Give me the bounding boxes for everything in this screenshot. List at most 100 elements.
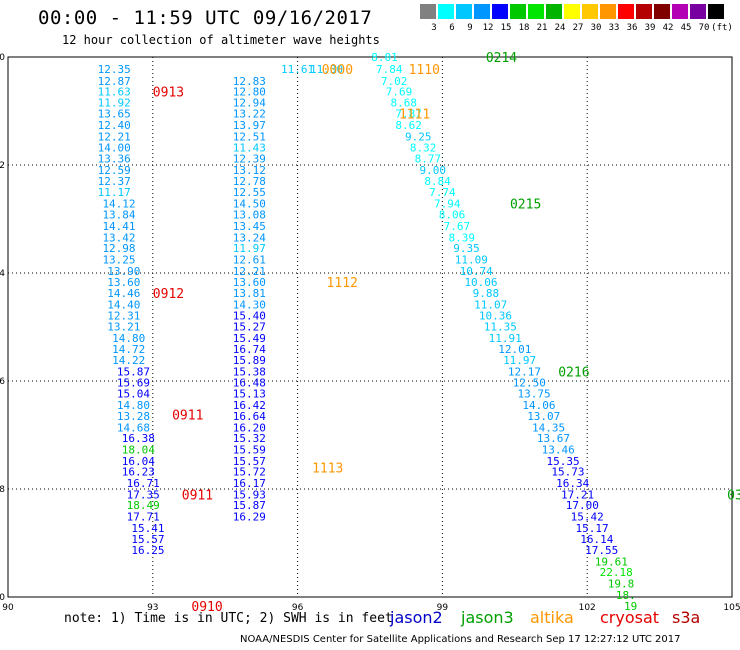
scale-tick-label: 45	[680, 23, 692, 33]
swh-value: 15.87	[117, 365, 150, 378]
swh-value: 14.35	[532, 421, 565, 434]
y-tick-label: -34	[0, 269, 5, 279]
swh-value: 12.80	[233, 86, 266, 99]
swh-value: 13.46	[542, 444, 575, 457]
pass-time-label: 0911	[172, 408, 203, 423]
swh-value: 12.78	[233, 175, 266, 188]
swh-value: 15.59	[233, 444, 266, 457]
scale-tick-label: 12	[482, 23, 494, 33]
legend-jason2: jason2	[390, 608, 443, 627]
legend-jason3: jason3	[461, 608, 514, 627]
swh-value: 12.21	[98, 130, 131, 143]
swh-value: 7.02	[381, 75, 408, 88]
swh-value: 17.55	[585, 544, 618, 557]
swh-value: 16.25	[131, 544, 164, 557]
swh-value: 13.36	[98, 153, 131, 166]
swh-value: 10.36	[479, 310, 512, 323]
swh-value: 15.87	[233, 499, 266, 512]
pass-time-label: 1110	[409, 63, 440, 78]
scale-tick-label: 33	[608, 23, 620, 33]
swh-value: 7.74	[429, 186, 456, 199]
swh-value: 15.13	[233, 387, 266, 400]
x-tick-label: 102	[579, 603, 596, 613]
plot-frame	[7, 56, 733, 598]
y-tick-label: -36	[0, 377, 5, 387]
swh-value: 10.06	[464, 276, 497, 289]
swh-value: 16.29	[233, 511, 266, 524]
swh-value: 13.45	[233, 220, 266, 233]
scale-tick-label: 24	[554, 23, 566, 33]
scale-swatch	[708, 4, 724, 19]
swh-value: 11.97	[233, 242, 266, 255]
swh-value: 9.88	[473, 287, 500, 300]
swh-value: 16.71	[127, 477, 160, 490]
swh-value: 12.31	[107, 310, 140, 323]
swh-value: 19	[624, 600, 637, 613]
swh-value: 12.21	[233, 265, 266, 278]
swh-value: 16.17	[233, 477, 266, 490]
swh-value: 8.77	[415, 153, 442, 166]
swh-value: 16.64	[233, 410, 266, 423]
x-tick-label: 96	[292, 603, 304, 613]
swh-value: 9.00	[419, 164, 446, 177]
swh-value: 19.8	[608, 578, 635, 591]
swh-value: 7.69	[386, 86, 413, 99]
swh-value: 8.62	[395, 119, 422, 132]
y-tick-label: -38	[0, 485, 5, 495]
swh-value: 11.30	[310, 63, 343, 76]
swh-value: 12.87	[98, 75, 131, 88]
swh-value: 22.18	[600, 566, 633, 579]
scale-swatch	[528, 4, 544, 19]
swh-value: 19.61	[595, 555, 628, 568]
swh-value: 15.04	[117, 387, 150, 400]
scale-swatch	[600, 4, 616, 19]
swh-value: 15.72	[233, 466, 266, 479]
swh-value: 12.94	[233, 96, 266, 109]
scale-swatch	[492, 4, 508, 19]
scale-swatch	[654, 4, 670, 19]
swh-value: 11.35	[484, 320, 517, 333]
swh-value: 12.51	[233, 130, 266, 143]
y-tick-label: -30	[0, 53, 5, 63]
x-tick-label: 90	[2, 603, 14, 613]
swh-value: 15.17	[575, 522, 608, 535]
swh-value: 11.91	[489, 332, 522, 345]
scale-swatch	[546, 4, 562, 19]
swh-value: 15.89	[233, 354, 266, 367]
scale-tick-label: 30	[590, 23, 602, 33]
swh-value: 14.50	[233, 197, 266, 210]
pass-time-label: 0215	[510, 197, 541, 212]
swh-value: 13.28	[117, 410, 150, 423]
pass-time-label: 0912	[153, 287, 184, 302]
swh-value: 12.61	[233, 254, 266, 267]
swh-value: 13.07	[527, 410, 560, 423]
swh-value: 14.80	[112, 332, 145, 345]
scale-swatch	[582, 4, 598, 19]
swh-value: 12.39	[233, 153, 266, 166]
scale-tick-label: 27	[572, 23, 584, 33]
x-tick-label: 105	[723, 603, 740, 613]
swh-value: 14.30	[233, 298, 266, 311]
y-tick-label: -40	[0, 593, 5, 603]
scale-swatch	[564, 4, 580, 19]
swh-value: 13.75	[518, 387, 551, 400]
swh-value: 7.67	[444, 220, 471, 233]
swh-value: 8.01	[371, 51, 398, 64]
swh-value: 11.97	[503, 354, 536, 367]
swh-value: 16.48	[233, 377, 266, 390]
legend-s3a: s3a	[672, 608, 701, 627]
scale-swatch	[474, 4, 490, 19]
scale-tick-label: 9	[467, 23, 473, 33]
swh-value: 16.20	[233, 421, 266, 434]
swh-value: 12.01	[498, 343, 531, 356]
pass-time-label: 0910	[191, 600, 222, 615]
pass-time-label: 1111	[399, 108, 430, 123]
scale-swatch	[690, 4, 706, 19]
pass-time-label: 0216	[558, 365, 589, 380]
swh-value: 14.40	[107, 298, 140, 311]
swh-value: 11.17	[98, 186, 131, 199]
swh-value: 11.61	[281, 63, 314, 76]
swh-value: 13.21	[107, 320, 140, 333]
swh-value: 15.35	[547, 455, 580, 468]
scale-tick-label: 39	[644, 23, 656, 33]
